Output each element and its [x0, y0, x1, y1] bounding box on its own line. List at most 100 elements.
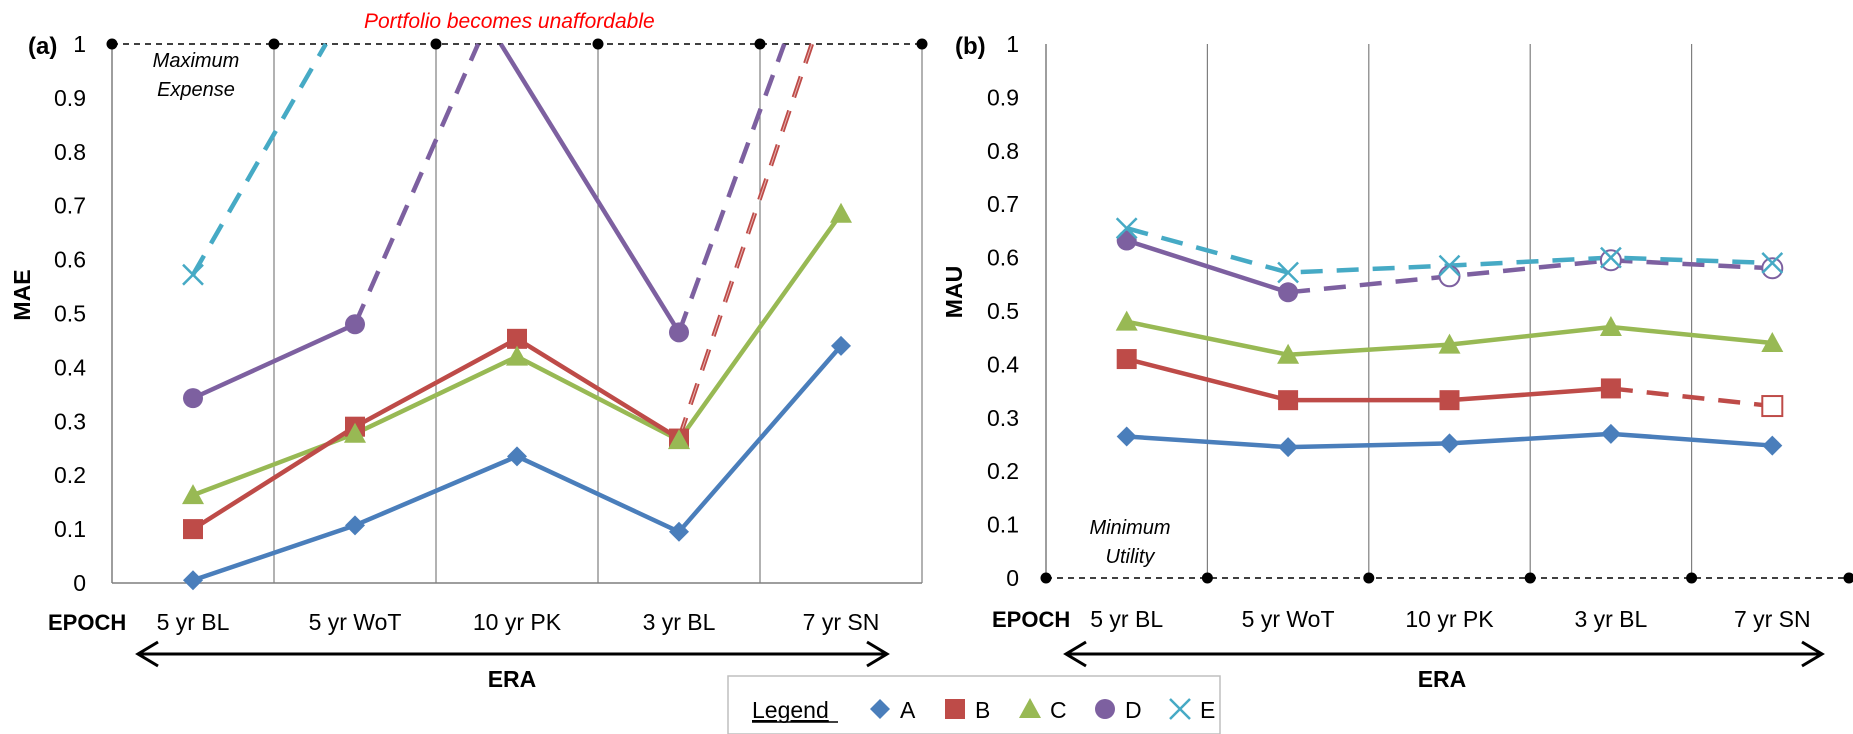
series-b-point	[1278, 390, 1299, 411]
panel-b-epoch-label: EPOCH	[992, 607, 1070, 632]
y-tick-label: 0.3	[54, 408, 86, 434]
legend-marker-d	[1095, 699, 1115, 719]
panel-a-y-ticks: 0 0.1 0.2 0.3 0.4 0.5 0.6 0.7 0.8 0.9 1	[54, 31, 86, 596]
series-c-point	[830, 202, 852, 223]
legend-items: A B C D E	[870, 697, 1215, 723]
series-a-point	[669, 521, 689, 542]
y-tick-label: 0.5	[54, 301, 86, 327]
series-e-point	[1600, 246, 1622, 269]
y-tick-label: 0.7	[54, 193, 86, 219]
series-e-point	[1277, 261, 1299, 284]
series-a-point	[1762, 435, 1783, 456]
max-expense-dot	[268, 38, 280, 50]
x-tick-label: 10 yr PK	[1405, 606, 1494, 632]
panel-b-y-ticks: 0 0.1 0.2 0.3 0.4 0.5 0.6 0.7 0.8 0.9 1	[987, 31, 1019, 591]
series-c-point	[344, 422, 366, 443]
y-tick-label: 0.1	[54, 516, 86, 542]
min-utility-dot	[1201, 572, 1213, 584]
x-tick-label: 5 yr WoT	[1242, 606, 1335, 632]
y-tick-label: 0.2	[54, 462, 86, 488]
y-tick-label: 0.9	[54, 85, 86, 111]
panel-b-y-axis-label: MAU	[941, 266, 967, 318]
series-a-point	[1278, 437, 1299, 458]
panel-a-markers	[182, 202, 852, 591]
series-e-point	[1438, 254, 1461, 277]
panel-b-label: (b)	[955, 33, 986, 60]
y-tick-label: 0.8	[54, 139, 86, 165]
panel-b-grid	[1040, 44, 1853, 584]
panel-a-epoch-label: EPOCH	[48, 610, 126, 635]
legend-label-c: C	[1050, 697, 1067, 723]
min-utility-dot	[1524, 572, 1536, 584]
legend: Legend A B C D E	[727, 675, 1221, 734]
series-c-point	[1115, 310, 1138, 331]
max-expense-dot	[430, 38, 442, 50]
series-b-line	[1126, 356, 1612, 403]
series-e-point	[1115, 217, 1138, 240]
series-e-point	[182, 263, 204, 286]
y-tick-label: 0.9	[987, 84, 1019, 110]
y-tick-label: 0.3	[987, 405, 1019, 431]
series-d-point	[345, 314, 365, 335]
panel-b-era-label: ERA	[1418, 666, 1467, 692]
x-tick-label: 3 yr BL	[1574, 606, 1647, 632]
unaffordable-annotation: Portfolio becomes unaffordable	[364, 10, 655, 33]
series-c-point	[1761, 332, 1784, 353]
series-d-point	[669, 322, 689, 343]
panel-a-series	[191, 42, 843, 583]
max-expense-dot	[916, 38, 928, 50]
series-a-point	[183, 570, 203, 591]
panel-b-x-ticks: 5 yr BL 5 yr WoT 10 yr PK 3 yr BL 7 yr SN	[1090, 606, 1810, 632]
series-a-point	[1439, 433, 1460, 454]
series-b-point	[1600, 378, 1621, 399]
legend-label-b: B	[975, 697, 990, 723]
series-b-line	[191, 336, 681, 532]
max-expense-dot	[592, 38, 604, 50]
panel-a-grid	[106, 38, 928, 584]
panel-a-y-axis-label: MAE	[9, 269, 35, 320]
y-tick-label: 0.4	[987, 351, 1019, 377]
y-tick-label: 0.6	[54, 247, 86, 273]
series-d-point	[1761, 257, 1784, 280]
series-c-point	[1277, 343, 1300, 364]
x-tick-label: 5 yr BL	[157, 609, 230, 635]
y-tick-label: 0	[73, 570, 86, 596]
series-e-point	[1761, 252, 1784, 274]
max-expense-dot	[106, 38, 118, 50]
min-annotation-line1: Minimum	[1089, 517, 1170, 539]
series-b-point	[1439, 390, 1460, 411]
min-annotation-line2: Utility	[1106, 546, 1156, 568]
legend-title: Legend	[752, 697, 829, 723]
max-annotation-line1: Maximum	[153, 50, 240, 72]
x-tick-label: 3 yr BL	[643, 609, 716, 635]
y-tick-label: 1	[1006, 31, 1019, 57]
series-c-point	[1438, 333, 1461, 354]
min-utility-dot	[1040, 572, 1052, 584]
y-tick-label: 1	[73, 31, 86, 57]
x-tick-label: 10 yr PK	[473, 609, 562, 635]
series-b-thin-line	[678, 43, 813, 439]
y-tick-label: 0.8	[987, 138, 1019, 164]
y-tick-label: 0.2	[987, 458, 1019, 484]
series-a-point	[831, 335, 851, 356]
series-d-point	[1599, 249, 1622, 272]
legend-box	[727, 675, 1221, 734]
x-tick-label: 5 yr BL	[1090, 606, 1163, 632]
panel-a-era-label: ERA	[488, 666, 537, 692]
max-expense-dot	[754, 38, 766, 50]
series-b-point	[1761, 395, 1784, 418]
series-b-point	[1116, 349, 1137, 370]
series-c-point	[506, 345, 528, 366]
panel-a-era-arrow	[135, 640, 890, 668]
series-d-line-1	[192, 322, 356, 401]
series-d-line-2	[498, 42, 681, 334]
series-a-point	[1600, 423, 1621, 444]
panel-a-label: (a)	[28, 33, 57, 60]
y-tick-label: 0.4	[54, 354, 86, 380]
panel-b-era-arrow	[1063, 640, 1825, 668]
panel-a-chart: (a) MAE 0 0.1 0.2 0.3 0.4 0.5 0.6 0.7 0.8 0.9 1 5 …	[9, 10, 928, 692]
y-tick-label: 0.1	[987, 512, 1019, 538]
legend-marker-b	[945, 699, 965, 719]
min-utility-dot	[1363, 572, 1375, 584]
legend-marker-c	[1019, 698, 1041, 718]
